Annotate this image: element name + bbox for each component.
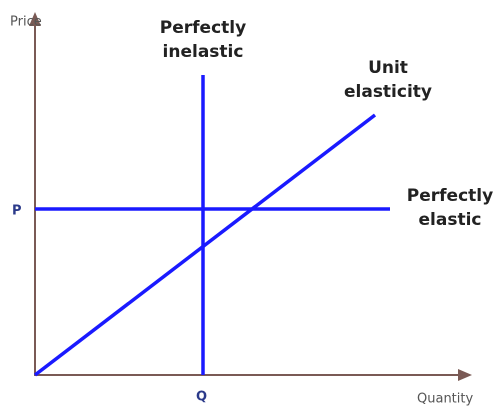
curve-label: Perfectly	[407, 186, 493, 206]
curve-label: elasticity	[344, 82, 432, 102]
x-axis-arrow	[458, 369, 472, 381]
x-marker: Q	[196, 390, 207, 405]
curve-label: Unit	[368, 58, 408, 78]
curve-label: inelastic	[163, 42, 244, 62]
curve-label: elastic	[419, 210, 482, 230]
curve-label: Perfectly	[160, 18, 246, 38]
y-marker: P	[12, 204, 22, 219]
unit-elastic-line	[33, 113, 377, 377]
y-axis-arrow	[29, 12, 41, 26]
x-axis-label: Quantity	[417, 392, 473, 407]
y-axis-label: Price	[10, 15, 42, 30]
